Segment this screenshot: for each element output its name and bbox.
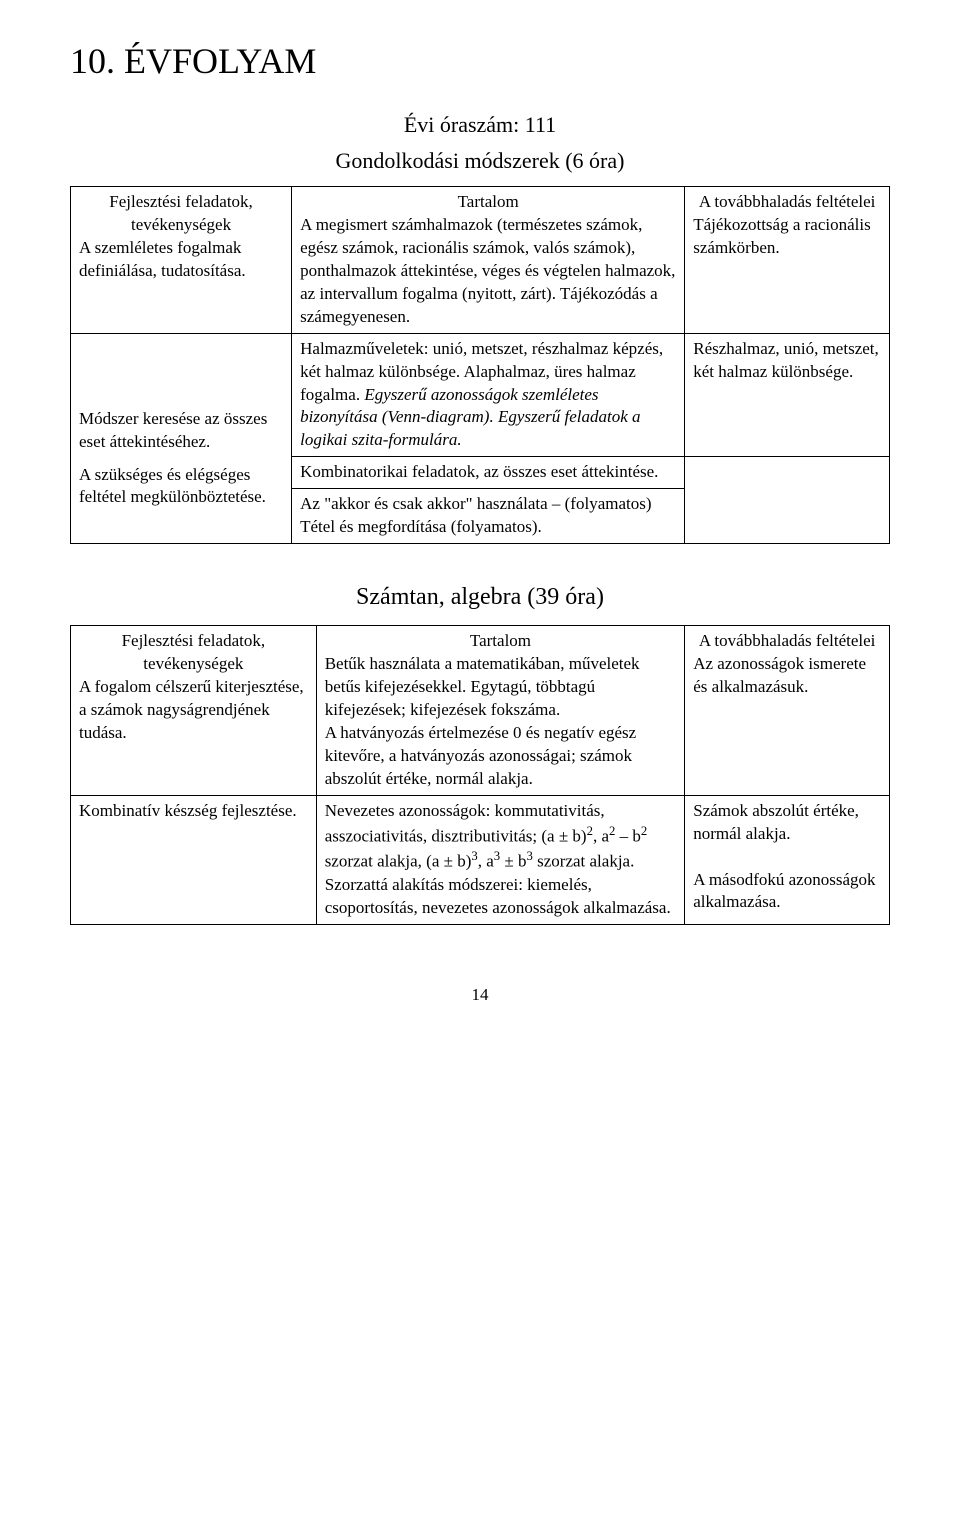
cell-text: A szemléletes fogalmak definiálása, tuda…	[79, 237, 283, 283]
cell-text: Betűk használata a matematikában, művele…	[325, 653, 677, 791]
table-gondolkodasi: Fejlesztési feladatok, tevékenységek A s…	[70, 186, 890, 544]
cell-text: Módszer keresése az összes eset áttekint…	[79, 408, 283, 454]
cell-text: A szükséges és elégséges feltétel megkül…	[79, 464, 283, 510]
cell-text: Számok abszolút értéke, normál alakja. A…	[685, 795, 890, 924]
col-header-2: Tartalom	[325, 630, 677, 653]
table-row: Fejlesztési feladatok, tevékenységek A s…	[71, 187, 890, 334]
col-header-1: Fejlesztési feladatok, tevékenységek	[79, 191, 283, 237]
yearly-hours: Évi óraszám: 111	[70, 112, 890, 138]
cell-text: A megismert számhalmazok (természetes sz…	[300, 214, 676, 329]
cell-text: Halmazműveletek: unió, metszet, részhalm…	[292, 333, 685, 457]
page-title: 10. ÉVFOLYAM	[70, 40, 890, 82]
section1-header: Gondolkodási módszerek (6 óra)	[70, 148, 890, 174]
cell-text: Kombinatorikai feladatok, az összes eset…	[292, 457, 685, 489]
page-number: 14	[70, 985, 890, 1005]
cell-text	[685, 457, 890, 544]
col-header-2: Tartalom	[300, 191, 676, 214]
col-header-3: A továbbhaladás feltételei	[693, 630, 881, 653]
cell-text: Az "akkor és csak akkor" használata – (f…	[292, 489, 685, 544]
cell-text: Nevezetes azonosságok: kommutativitás, a…	[316, 795, 685, 924]
table-row: Kombinatív készség fejlesztése. Nevezete…	[71, 795, 890, 924]
col-header-3: A továbbhaladás feltételei	[693, 191, 881, 214]
cell-text: Részhalmaz, unió, metszet, két halmaz kü…	[685, 333, 890, 457]
table-row: Fejlesztési feladatok, tevékenységek A f…	[71, 626, 890, 796]
cell-text: A fogalom célszerű kiterjesztése, a szám…	[79, 676, 308, 745]
table-row: Módszer keresése az összes eset áttekint…	[71, 333, 890, 457]
cell-text: Tájékozottság a racionális számkörben.	[693, 214, 881, 260]
table-szamtan: Fejlesztési feladatok, tevékenységek A f…	[70, 625, 890, 925]
cell-text: Kombinatív készség fejlesztése.	[71, 795, 317, 924]
section2-header: Számtan, algebra (39 óra)	[70, 584, 890, 611]
col-header-1: Fejlesztési feladatok, tevékenységek	[79, 630, 308, 676]
cell-text: Az azonosságok ismerete és alkalmazásuk.	[693, 653, 881, 699]
